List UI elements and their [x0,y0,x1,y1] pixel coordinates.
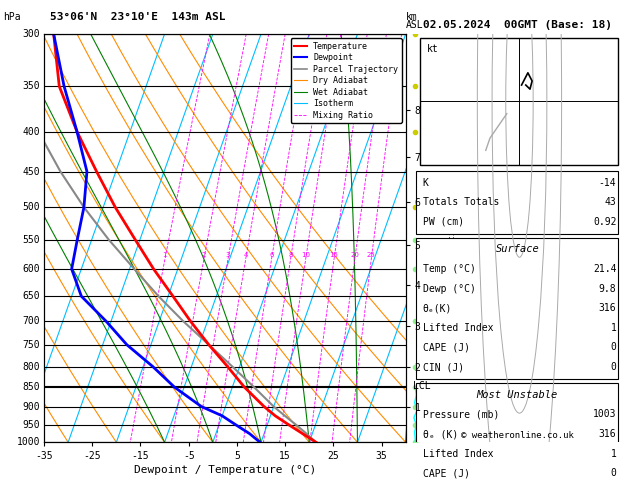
Text: CAPE (J): CAPE (J) [423,468,469,478]
Text: θₑ(K): θₑ(K) [423,303,452,313]
Text: θₑ (K): θₑ (K) [423,429,458,439]
Text: LCL: LCL [413,382,431,391]
Bar [420,38,618,165]
Text: 800: 800 [23,362,40,372]
Text: hPa: hPa [3,12,21,22]
Text: 1: 1 [611,449,616,459]
Text: 53°06'N  23°10'E  143m ASL: 53°06'N 23°10'E 143m ASL [50,12,226,22]
Text: 4: 4 [243,252,248,258]
Text: 6: 6 [269,252,274,258]
Text: 0: 0 [611,343,616,352]
Text: 300: 300 [23,29,40,39]
Text: 3: 3 [226,252,230,258]
Text: 9.8: 9.8 [599,284,616,294]
Text: CAPE (J): CAPE (J) [423,343,469,352]
Text: 900: 900 [23,401,40,412]
Text: 0: 0 [611,468,616,478]
Text: 450: 450 [23,167,40,176]
Text: 43: 43 [604,197,616,207]
Text: 2: 2 [202,252,206,258]
Text: PW (cm): PW (cm) [423,217,464,227]
Text: 15: 15 [330,252,338,258]
Text: Dewp (°C): Dewp (°C) [423,284,476,294]
Text: 1003: 1003 [593,409,616,419]
Text: Most Unstable: Most Unstable [477,390,558,400]
Text: 750: 750 [23,340,40,350]
Text: 650: 650 [23,291,40,301]
Text: 02.05.2024  00GMT (Base: 18): 02.05.2024 00GMT (Base: 18) [423,20,612,30]
Text: kt: kt [426,44,438,54]
Text: 25: 25 [367,252,376,258]
Text: 850: 850 [23,382,40,392]
Text: 8: 8 [288,252,292,258]
Text: Totals Totals: Totals Totals [423,197,499,207]
Text: 600: 600 [23,264,40,274]
Text: 10: 10 [301,252,310,258]
Text: 21.4: 21.4 [593,264,616,274]
Bar [416,383,618,486]
Text: CIN (J): CIN (J) [423,362,464,372]
X-axis label: Dewpoint / Temperature (°C): Dewpoint / Temperature (°C) [134,466,316,475]
Bar [416,238,618,379]
Text: K: K [423,177,428,188]
Text: 950: 950 [23,420,40,430]
Legend: Temperature, Dewpoint, Parcel Trajectory, Dry Adiabat, Wet Adiabat, Isotherm, Mi: Temperature, Dewpoint, Parcel Trajectory… [291,38,401,123]
Text: km: km [406,12,418,22]
Text: 0.92: 0.92 [593,217,616,227]
Text: 700: 700 [23,316,40,326]
Text: 0: 0 [611,362,616,372]
Text: 316: 316 [599,303,616,313]
Text: © weatheronline.co.uk: © weatheronline.co.uk [461,431,574,440]
Text: 550: 550 [23,235,40,244]
Text: Pressure (mb): Pressure (mb) [423,409,499,419]
Bar [416,171,618,234]
Text: ASL: ASL [406,20,423,31]
Text: 500: 500 [23,202,40,212]
Text: Lifted Index: Lifted Index [423,323,493,333]
Text: Lifted Index: Lifted Index [423,449,493,459]
Text: 400: 400 [23,126,40,137]
Text: 316: 316 [599,429,616,439]
Text: 1: 1 [611,323,616,333]
Text: 20: 20 [350,252,359,258]
Text: 1000: 1000 [17,437,40,447]
Text: Mixing Ratio (g/kg): Mixing Ratio (g/kg) [448,187,457,289]
Text: Surface: Surface [496,244,539,255]
Text: 1: 1 [163,252,167,258]
Text: Temp (°C): Temp (°C) [423,264,476,274]
Text: 350: 350 [23,81,40,91]
Text: -14: -14 [599,177,616,188]
